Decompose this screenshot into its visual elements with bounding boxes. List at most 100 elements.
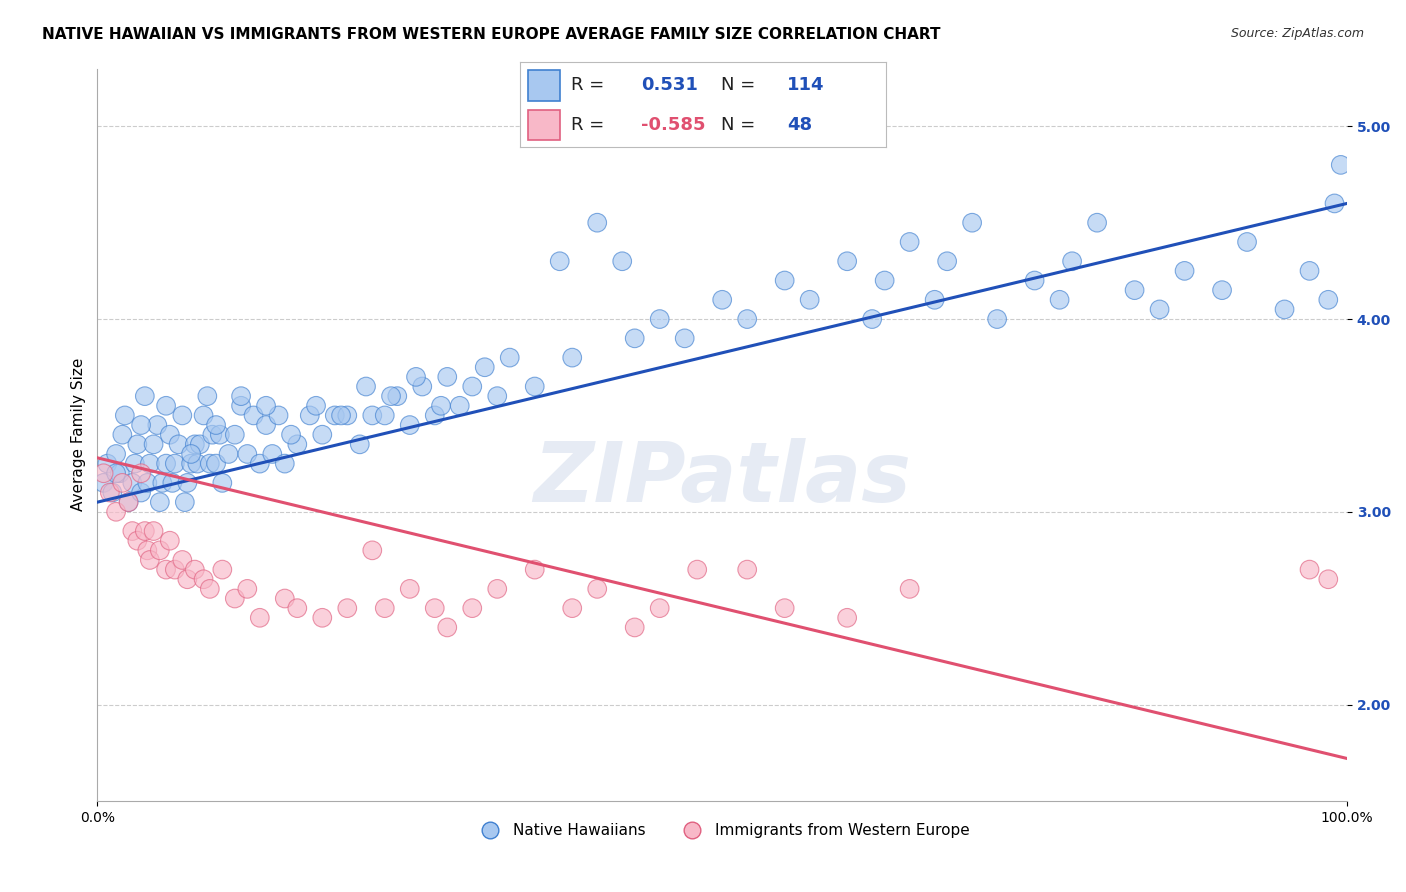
Point bbox=[1323, 196, 1346, 211]
Point bbox=[1049, 293, 1071, 307]
Point bbox=[1149, 302, 1171, 317]
Point bbox=[924, 293, 946, 307]
Point bbox=[205, 457, 228, 471]
Point bbox=[380, 389, 402, 403]
Point bbox=[799, 293, 821, 307]
Point bbox=[1024, 273, 1046, 287]
Point bbox=[1298, 264, 1320, 278]
Point bbox=[837, 611, 859, 625]
Point bbox=[387, 389, 409, 403]
Point bbox=[176, 572, 198, 586]
Point bbox=[1123, 283, 1146, 297]
Point bbox=[129, 467, 152, 481]
Point bbox=[163, 563, 186, 577]
Text: NATIVE HAWAIIAN VS IMMIGRANTS FROM WESTERN EUROPE AVERAGE FAMILY SIZE CORRELATIO: NATIVE HAWAIIAN VS IMMIGRANTS FROM WESTE… bbox=[42, 27, 941, 42]
Point bbox=[146, 418, 169, 433]
Point bbox=[305, 399, 328, 413]
Point bbox=[523, 563, 546, 577]
Point bbox=[285, 437, 308, 451]
Point bbox=[139, 457, 162, 471]
Point bbox=[180, 447, 202, 461]
Point bbox=[229, 389, 252, 403]
Point bbox=[198, 582, 221, 596]
Point bbox=[93, 475, 115, 490]
Point bbox=[108, 467, 131, 481]
Point bbox=[159, 533, 181, 548]
Point bbox=[361, 409, 384, 423]
Point bbox=[1062, 254, 1084, 268]
Point bbox=[449, 399, 471, 413]
Point bbox=[623, 620, 645, 634]
Point bbox=[898, 235, 921, 249]
Point bbox=[612, 254, 634, 268]
Point bbox=[236, 447, 259, 461]
Text: -0.585: -0.585 bbox=[641, 116, 706, 134]
Point bbox=[184, 437, 207, 451]
Point bbox=[374, 601, 396, 615]
Point bbox=[129, 485, 152, 500]
Text: Source: ZipAtlas.com: Source: ZipAtlas.com bbox=[1230, 27, 1364, 40]
Point bbox=[398, 582, 420, 596]
Point bbox=[127, 437, 149, 451]
Point bbox=[561, 351, 583, 365]
Point bbox=[474, 360, 496, 375]
Point bbox=[298, 409, 321, 423]
Point bbox=[486, 389, 509, 403]
Point bbox=[121, 475, 143, 490]
Text: ZIPatlas: ZIPatlas bbox=[533, 438, 911, 519]
Point bbox=[1298, 563, 1320, 577]
Point bbox=[218, 447, 240, 461]
Point bbox=[285, 601, 308, 615]
Point bbox=[180, 457, 202, 471]
Point bbox=[330, 409, 353, 423]
Point bbox=[898, 582, 921, 596]
Point bbox=[193, 572, 215, 586]
Point bbox=[311, 611, 333, 625]
Point bbox=[96, 457, 118, 471]
Point bbox=[586, 216, 609, 230]
Point bbox=[436, 620, 458, 634]
Point bbox=[149, 495, 172, 509]
Text: 48: 48 bbox=[787, 116, 813, 134]
Point bbox=[139, 553, 162, 567]
Point bbox=[648, 601, 671, 615]
Point bbox=[224, 427, 246, 442]
Point bbox=[773, 601, 796, 615]
Point bbox=[188, 437, 211, 451]
Point bbox=[136, 475, 159, 490]
Point bbox=[405, 370, 427, 384]
Point bbox=[205, 418, 228, 433]
Point bbox=[163, 457, 186, 471]
Point bbox=[423, 409, 446, 423]
Point bbox=[236, 582, 259, 596]
Point bbox=[1274, 302, 1296, 317]
Point bbox=[361, 543, 384, 558]
Point bbox=[172, 409, 194, 423]
Text: R =: R = bbox=[571, 77, 605, 95]
Point bbox=[129, 418, 152, 433]
Point bbox=[311, 427, 333, 442]
Point bbox=[686, 563, 709, 577]
Point bbox=[648, 312, 671, 326]
Point bbox=[936, 254, 959, 268]
Point bbox=[735, 312, 758, 326]
Point bbox=[499, 351, 522, 365]
Point bbox=[186, 457, 208, 471]
Point bbox=[262, 447, 284, 461]
Point bbox=[155, 563, 177, 577]
Point bbox=[423, 601, 446, 615]
Point bbox=[349, 437, 371, 451]
Point bbox=[1317, 293, 1340, 307]
Point bbox=[193, 409, 215, 423]
Point bbox=[323, 409, 346, 423]
Point bbox=[274, 591, 297, 606]
Point bbox=[1317, 572, 1340, 586]
Point bbox=[173, 495, 195, 509]
Point bbox=[242, 409, 264, 423]
Point bbox=[523, 379, 546, 393]
Bar bbox=[527, 110, 561, 140]
Point bbox=[155, 457, 177, 471]
Point bbox=[114, 409, 136, 423]
Point bbox=[93, 467, 115, 481]
Point bbox=[184, 563, 207, 577]
